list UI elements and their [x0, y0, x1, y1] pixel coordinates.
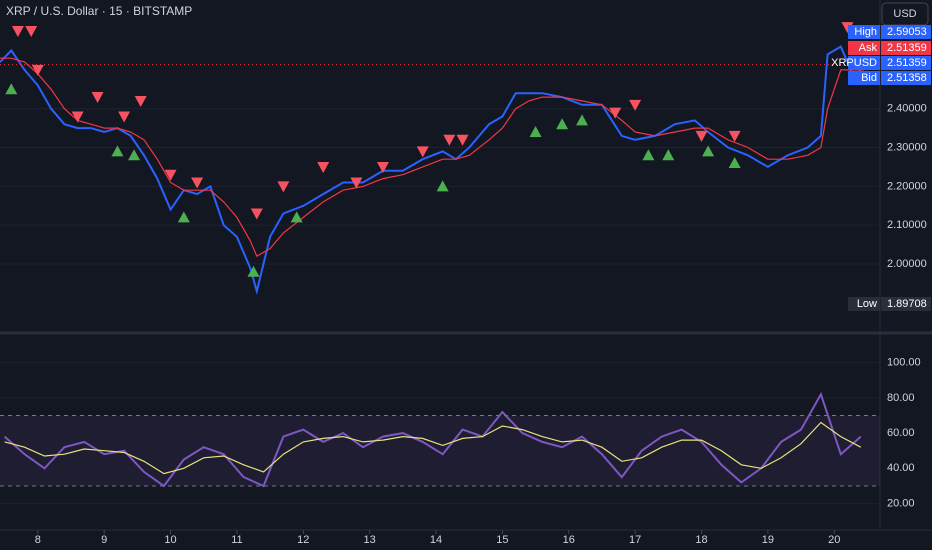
- series-line: [4, 421, 862, 475]
- x-tick-label: 10: [164, 534, 176, 546]
- buy-signal: [642, 149, 655, 161]
- x-tick-label: 19: [762, 534, 774, 546]
- buy-signal: [576, 114, 589, 126]
- sell-signal: [629, 99, 642, 111]
- x-tick-label: 20: [828, 534, 840, 546]
- sell-signal: [376, 161, 389, 173]
- price-label-value-bg: [881, 56, 931, 70]
- x-tick-label: 17: [629, 534, 641, 546]
- x-tick-label: 12: [297, 534, 309, 546]
- series-line: [0, 57, 865, 258]
- sell-signal: [416, 146, 429, 158]
- sell-signal: [317, 161, 330, 173]
- currency-label[interactable]: USD: [893, 8, 916, 20]
- sell-signal: [31, 64, 44, 76]
- sell-signal: [250, 208, 263, 220]
- price-label-name: XRPUSD: [831, 57, 877, 69]
- y-tick-label: 40.00: [887, 462, 915, 474]
- sell-signal: [11, 26, 24, 38]
- x-tick-label: 14: [430, 534, 442, 546]
- sell-signal: [350, 177, 363, 189]
- price-label-name-bg: [848, 25, 880, 39]
- price-label-name-bg: [848, 296, 880, 311]
- sell-signal: [134, 95, 147, 107]
- y-tick-label: 2.10000: [887, 219, 927, 231]
- sell-signal: [841, 22, 854, 34]
- buy-signal: [128, 149, 141, 161]
- price-label-value: 2.51359: [887, 57, 927, 69]
- series-line: [3, 391, 862, 488]
- price-label-name: Ask: [859, 42, 878, 54]
- chart-title: XRP / U.S. Dollar · 15 · BITSTAMP: [6, 4, 192, 18]
- sell-signal: [71, 111, 84, 123]
- sell-signal: [25, 26, 38, 38]
- y-tick-label: 2.30000: [887, 141, 927, 153]
- buy-signal: [529, 126, 542, 137]
- x-tick-label: 13: [364, 534, 376, 546]
- price-label-name: Bid: [861, 72, 877, 84]
- sell-signal: [609, 107, 622, 119]
- y-tick-label: 60.00: [887, 427, 915, 439]
- sell-signal: [277, 181, 290, 193]
- y-tick-label: 20.00: [887, 497, 915, 509]
- price-label-name-bg: [848, 71, 880, 85]
- price-label-name-bg: [848, 56, 880, 70]
- sell-signal: [164, 169, 177, 181]
- sell-signal: [91, 92, 104, 104]
- price-label-value: 2.51358: [887, 72, 927, 84]
- y-tick-label: 2.20000: [887, 180, 927, 192]
- price-label-value-bg: [881, 25, 931, 39]
- price-label-name: Low: [857, 298, 877, 310]
- price-label-value: 2.51359: [887, 42, 927, 54]
- sell-signal: [191, 177, 204, 189]
- price-label-name: High: [854, 26, 877, 38]
- sell-signal: [456, 134, 469, 146]
- price-label-value-bg: [881, 296, 931, 311]
- buy-signal: [728, 157, 741, 169]
- price-label-value: 2.59053: [887, 26, 927, 38]
- y-tick-label: 80.00: [887, 392, 915, 404]
- buy-signal: [662, 149, 675, 161]
- price-label-value-bg: [881, 71, 931, 85]
- x-tick-label: 11: [231, 534, 242, 546]
- buy-signal: [436, 180, 449, 192]
- buy-signal: [290, 211, 303, 223]
- sell-signal: [728, 130, 741, 142]
- x-tick-label: 15: [496, 534, 508, 546]
- buy-signal: [5, 83, 18, 95]
- buy-signal: [702, 145, 715, 157]
- sell-signal: [695, 130, 708, 142]
- buy-signal: [177, 211, 190, 223]
- y-tick-label: 2.40000: [887, 103, 927, 115]
- buy-signal: [556, 118, 569, 130]
- buy-signal: [111, 145, 124, 157]
- sell-signal: [443, 134, 456, 146]
- y-tick-label: 2.00000: [887, 258, 927, 270]
- price-label-value-bg: [881, 41, 931, 55]
- x-tick-label: 18: [695, 534, 707, 546]
- sell-signal: [118, 111, 131, 123]
- y-tick-label: 100.00: [887, 357, 921, 369]
- x-tick-label: 9: [101, 534, 107, 546]
- buy-signal: [247, 265, 260, 277]
- series-line: [0, 45, 865, 296]
- price-label-name-bg: [848, 41, 880, 55]
- x-tick-label: 16: [563, 534, 575, 546]
- x-tick-label: 8: [35, 534, 41, 546]
- rsi-band: [0, 415, 880, 486]
- price-label-value: 1.89708: [887, 298, 927, 310]
